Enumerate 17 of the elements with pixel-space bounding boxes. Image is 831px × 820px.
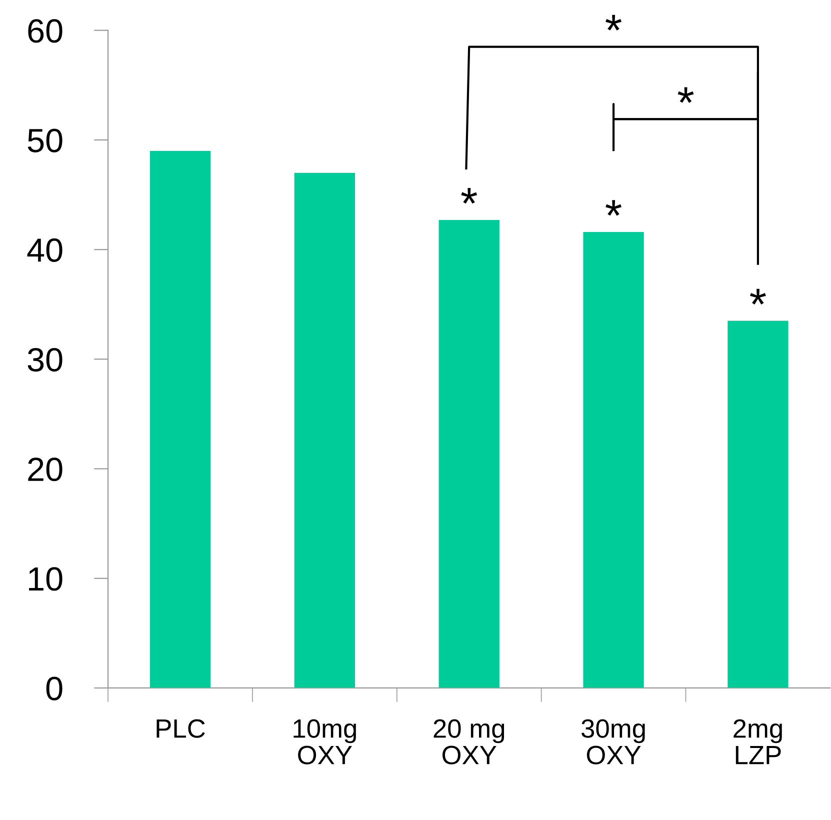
y-tick-label: 0 (46, 676, 62, 700)
y-tick-label: 20 (28, 458, 62, 482)
y-tick-label: 60 (28, 19, 62, 43)
x-tick-label: 30mg OXY (582, 719, 645, 764)
x-tick-label: 10mg OXY (294, 719, 356, 764)
annotation: * (678, 87, 694, 103)
x-tick-label: 2mg LZP (734, 719, 782, 764)
annotation: * (606, 14, 622, 30)
annotation: * (461, 188, 478, 204)
x-tick-label: 20 mg OXY (434, 719, 504, 764)
annotation: * (606, 200, 622, 216)
x-tick-label: PLC (156, 719, 205, 738)
y-tick-label: 50 (28, 128, 62, 152)
y-tick-label: 10 (29, 567, 62, 591)
annotation: * (750, 288, 766, 304)
y-tick-label: 30 (28, 348, 62, 372)
y-tick-label: 40 (27, 238, 62, 262)
